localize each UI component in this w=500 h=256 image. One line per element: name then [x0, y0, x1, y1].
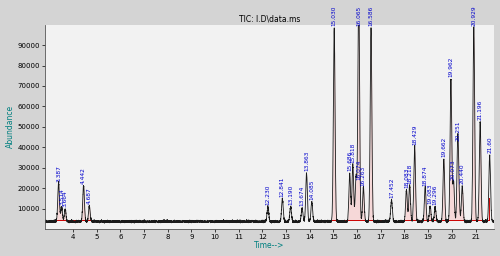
Text: 3.387: 3.387 — [56, 165, 61, 182]
Text: 4.442: 4.442 — [81, 167, 86, 184]
Text: 18.083: 18.083 — [404, 167, 409, 188]
Text: 13.674: 13.674 — [300, 186, 304, 206]
Text: 3.514: 3.514 — [59, 188, 64, 205]
Text: 14.085: 14.085 — [310, 180, 314, 200]
Title: TIC: I.D\data.ms: TIC: I.D\data.ms — [239, 15, 300, 24]
Text: 20.251: 20.251 — [456, 120, 460, 141]
Text: 20.440: 20.440 — [460, 163, 465, 184]
Text: 21.196: 21.196 — [478, 100, 482, 120]
Text: 15.818: 15.818 — [350, 143, 356, 163]
Text: 18.429: 18.429 — [412, 124, 417, 145]
Text: 20.073: 20.073 — [451, 159, 456, 180]
Text: 17.452: 17.452 — [389, 178, 394, 198]
Text: 15.686: 15.686 — [347, 151, 352, 172]
Text: 4.687: 4.687 — [87, 187, 92, 204]
Text: 15.030: 15.030 — [332, 6, 336, 26]
Text: 3.664: 3.664 — [62, 191, 68, 207]
Text: 21.60: 21.60 — [487, 136, 492, 153]
Text: 16.586: 16.586 — [368, 6, 374, 26]
Text: 16.263: 16.263 — [361, 166, 366, 186]
Text: 19.662: 19.662 — [442, 137, 446, 157]
Text: 16.065: 16.065 — [356, 6, 361, 26]
Text: 13.863: 13.863 — [304, 151, 309, 172]
Text: 19.296: 19.296 — [432, 185, 438, 205]
Text: 18.874: 18.874 — [422, 165, 428, 186]
Y-axis label: Abundance: Abundance — [6, 105, 15, 148]
Text: 12.841: 12.841 — [280, 177, 285, 197]
Text: 19.083: 19.083 — [428, 184, 432, 204]
Text: 12.230: 12.230 — [266, 185, 270, 205]
X-axis label: Time-->: Time--> — [254, 241, 285, 250]
Text: 18.218: 18.218 — [407, 163, 412, 184]
Text: 13.190: 13.190 — [288, 185, 293, 205]
Text: 20.929: 20.929 — [472, 6, 476, 26]
Text: 16.074: 16.074 — [356, 159, 362, 180]
Text: 19.962: 19.962 — [448, 57, 454, 77]
